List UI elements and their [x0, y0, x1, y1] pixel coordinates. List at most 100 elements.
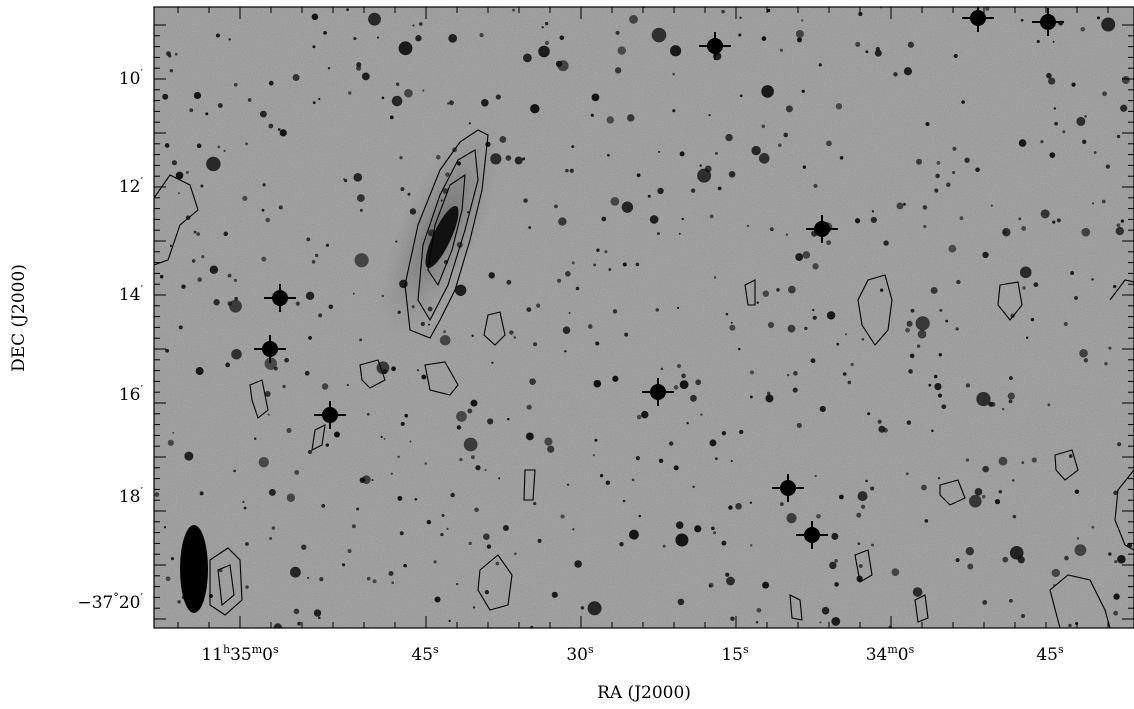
- star: [456, 425, 462, 430]
- unit: s: [1058, 643, 1064, 656]
- star: [565, 168, 569, 173]
- star: [756, 607, 762, 613]
- star: [606, 116, 614, 124]
- star: [341, 563, 346, 567]
- star: [608, 268, 612, 271]
- star: [1049, 152, 1056, 159]
- star: [1062, 130, 1066, 134]
- star: [227, 273, 232, 278]
- star: [861, 337, 865, 341]
- star: [1081, 227, 1091, 237]
- star: [676, 306, 680, 309]
- star: [1116, 134, 1121, 139]
- star: [982, 600, 988, 605]
- star: [725, 312, 729, 316]
- star: [692, 485, 695, 489]
- star: [998, 456, 1008, 466]
- star: [922, 205, 928, 210]
- star: [937, 477, 941, 480]
- star: [325, 243, 330, 247]
- star: [801, 89, 805, 93]
- star: [467, 408, 473, 414]
- star: [468, 122, 471, 125]
- star: [353, 36, 357, 41]
- star: [945, 182, 951, 188]
- star: [448, 33, 458, 43]
- star: [795, 253, 804, 261]
- unit: ′: [141, 383, 144, 396]
- x-tick-label: 45s: [411, 643, 439, 665]
- star: [635, 262, 640, 267]
- star: [766, 8, 771, 13]
- star: [1036, 39, 1040, 44]
- star: [445, 172, 450, 177]
- star: [267, 413, 270, 416]
- star: [447, 102, 450, 105]
- star: [1070, 270, 1075, 275]
- star: [762, 290, 770, 297]
- star: [839, 156, 844, 160]
- star: [938, 353, 942, 357]
- number: −37: [77, 593, 113, 613]
- star: [268, 80, 274, 86]
- star: [1120, 219, 1124, 223]
- star: [590, 113, 594, 117]
- star: [708, 113, 711, 117]
- star: [366, 412, 370, 416]
- star: [1092, 202, 1095, 205]
- star: [952, 146, 957, 151]
- star: [974, 488, 983, 496]
- star: [856, 512, 862, 518]
- star: [937, 393, 943, 398]
- star: [456, 161, 462, 166]
- star: [1025, 336, 1029, 339]
- star: [713, 276, 717, 279]
- star: [990, 204, 993, 207]
- star: [243, 506, 247, 510]
- number: 12: [119, 177, 141, 197]
- star: [596, 248, 600, 252]
- star: [931, 429, 934, 433]
- star: [615, 30, 620, 35]
- star: [323, 31, 327, 35]
- star: [673, 385, 679, 390]
- star: [1056, 218, 1061, 223]
- star: [844, 333, 848, 336]
- star: [762, 581, 770, 589]
- star: [786, 373, 790, 377]
- star: [343, 178, 346, 181]
- star: [353, 173, 363, 182]
- star: [1052, 40, 1055, 43]
- star: [627, 114, 635, 122]
- star: [523, 198, 528, 203]
- star: [356, 65, 362, 71]
- star: [924, 519, 929, 523]
- number: 10: [119, 69, 141, 89]
- star: [1054, 121, 1059, 126]
- star: [955, 327, 959, 331]
- star: [982, 465, 989, 473]
- star: [404, 413, 409, 418]
- star: [495, 94, 501, 100]
- star: [813, 183, 818, 189]
- star: [1064, 555, 1069, 561]
- star: [434, 596, 441, 603]
- star: [544, 437, 553, 446]
- star: [660, 367, 664, 371]
- star: [306, 237, 311, 242]
- star: [709, 214, 714, 219]
- star: [440, 532, 444, 537]
- star: [258, 456, 269, 468]
- star: [761, 124, 766, 129]
- star: [893, 72, 898, 77]
- star: [939, 308, 943, 312]
- star: [486, 544, 492, 549]
- star: [796, 37, 802, 43]
- star: [1101, 17, 1116, 32]
- star: [857, 542, 861, 545]
- stars: [154, 7, 1133, 628]
- spike: [772, 474, 804, 502]
- star: [865, 479, 868, 483]
- unit: h: [223, 643, 230, 656]
